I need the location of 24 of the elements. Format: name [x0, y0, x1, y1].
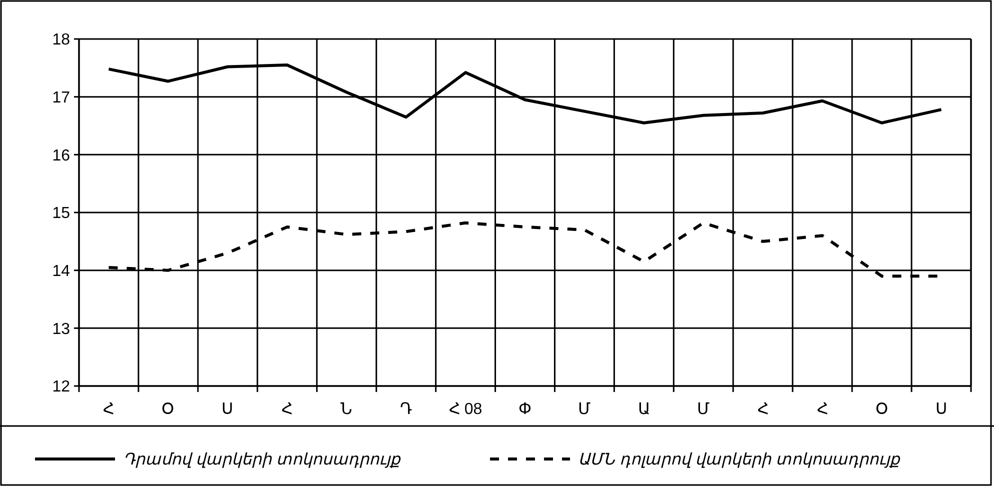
x-tick-label: Ն [340, 401, 353, 418]
x-tick-label: Փ [518, 401, 532, 418]
y-tick-label: 13 [52, 320, 70, 338]
x-tick-label: Հ [757, 401, 768, 418]
x-tick-label: Հ [103, 401, 114, 418]
x-tick-label: Ս [222, 401, 234, 418]
y-tick-label: 18 [52, 32, 70, 49]
x-tick-label: Հ [282, 401, 293, 418]
x-tick-label: Դ [400, 401, 412, 418]
legend-label: Դրամով վարկերի տոկոսադրույք [123, 452, 401, 469]
x-tick-label: Ս [935, 401, 948, 418]
y-tick-label: 15 [52, 205, 70, 222]
x-tick-label: Օ [162, 401, 175, 418]
legend-label: ԱՄՆ դոլարով վարկերի տոկոսադրույք [578, 452, 900, 469]
x-tick-label: Ա [638, 401, 650, 418]
x-tick-label: Մ [696, 401, 710, 418]
y-tick-label: 16 [52, 147, 70, 164]
x-tick-label: Հ [816, 401, 828, 418]
y-tick-label: 17 [52, 89, 70, 106]
x-tick-label: Մ [578, 401, 591, 418]
y-tick-label: 12 [52, 378, 70, 396]
y-tick-label: 14 [52, 262, 70, 280]
x-tick-label: Օ [875, 401, 888, 418]
x-tick-label: Հ 08 [448, 401, 482, 418]
